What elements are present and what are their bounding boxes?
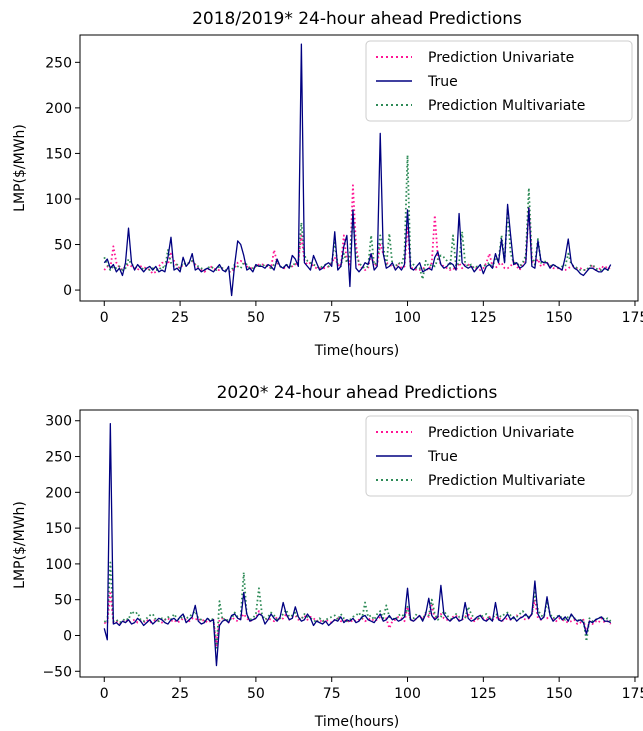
chart-title: 2020* 24-hour ahead Predictions — [217, 383, 498, 403]
legend-box — [365, 40, 633, 122]
x-tick-label: 0 — [100, 310, 109, 326]
legend-box — [365, 415, 633, 497]
series-line-prediction-univariate — [103, 590, 612, 647]
legend: Prediction Univariate True Prediction Mu… — [365, 40, 633, 122]
legend-label-multivariate: Prediction Multivariate — [428, 473, 585, 489]
y-tick-label: 200 — [45, 485, 72, 501]
x-tick-label: 50 — [247, 310, 265, 326]
x-tick-label: 25 — [171, 310, 189, 326]
y-tick-label: 100 — [45, 192, 72, 208]
y-tick-label: 0 — [63, 283, 72, 299]
legend-label-true: True — [427, 449, 458, 465]
x-tick-label: 175 — [622, 686, 643, 702]
y-tick-label: 150 — [45, 146, 72, 162]
x-tick-label: 25 — [171, 686, 189, 702]
x-tick-label: 0 — [100, 686, 109, 702]
legend-label-true: True — [427, 74, 458, 90]
y-tick-label: 300 — [45, 414, 72, 430]
series-line-prediction-multivariate — [103, 561, 612, 651]
x-tick-label: 100 — [394, 310, 421, 326]
chart-title: 2018/2019* 24-hour ahead Predictions — [192, 9, 522, 29]
legend-label-multivariate: Prediction Multivariate — [428, 98, 585, 114]
y-tick-label: 100 — [45, 557, 72, 573]
y-tick-label: 0 — [63, 628, 72, 644]
y-tick-label: 150 — [45, 521, 72, 537]
legend-label-univariate: Prediction Univariate — [428, 50, 574, 66]
x-tick-label: 100 — [394, 686, 421, 702]
y-tick-label: 200 — [45, 101, 72, 117]
y-tick-label: 250 — [45, 55, 72, 71]
legend: Prediction Univariate True Prediction Mu… — [365, 415, 633, 497]
plot-area-frame — [79, 409, 639, 678]
y-tick-label: 50 — [54, 593, 72, 609]
x-axis-label: Time(hours) — [314, 343, 400, 359]
y-axis-label: LMP($/MWh) — [12, 501, 28, 589]
series-line-true — [103, 422, 611, 667]
legend-label-univariate: Prediction Univariate — [428, 425, 574, 441]
x-tick-label: 150 — [546, 310, 573, 326]
x-tick-label: 75 — [323, 686, 341, 702]
x-tick-label: 175 — [622, 310, 643, 326]
x-axis-label: Time(hours) — [314, 714, 400, 730]
y-tick-label: −50 — [42, 664, 72, 680]
x-tick-label: 125 — [470, 686, 497, 702]
plot-area-frame — [79, 34, 639, 302]
chart-panel-bottom: 2020* 24-hour ahead Predictions 0 25 50 75 1… — [12, 383, 643, 730]
y-tick-label: 50 — [54, 238, 72, 254]
series-line-true — [103, 43, 612, 297]
y-axis-label: LMP($/MWh) — [12, 124, 28, 212]
x-tick-label: 75 — [323, 310, 341, 326]
x-tick-label: 50 — [247, 686, 265, 702]
x-tick-label: 150 — [546, 686, 573, 702]
chart-panel-top: 2018/2019* 24-hour ahead Predictions 0 25… — [12, 9, 643, 359]
y-tick-label: 250 — [45, 450, 72, 466]
x-tick-label: 125 — [470, 310, 497, 326]
